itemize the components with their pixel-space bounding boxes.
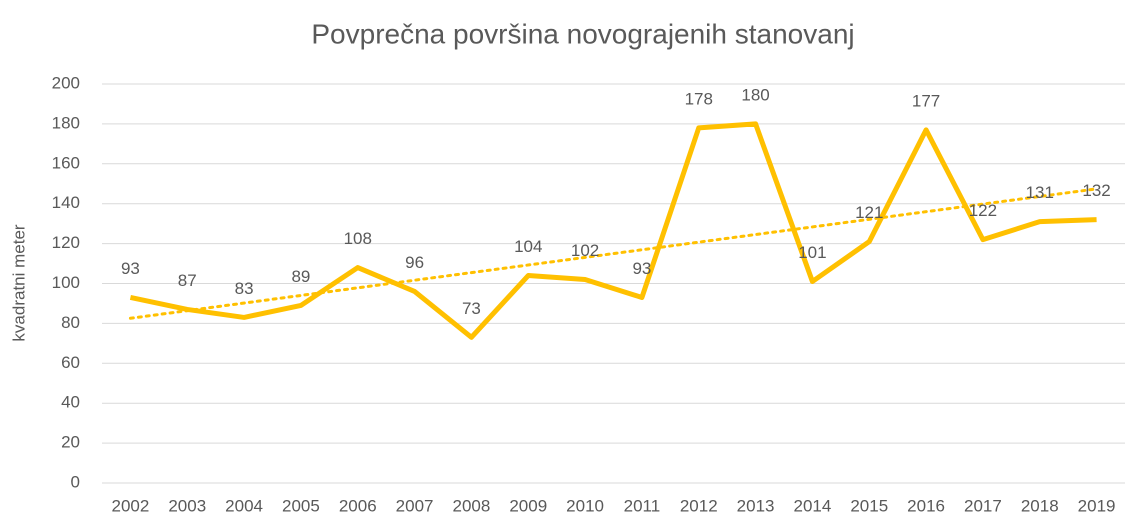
x-tick-label: 2016 <box>907 496 945 515</box>
x-tick-label: 2006 <box>339 496 377 515</box>
x-tick-label: 2004 <box>225 496 263 515</box>
data-label: 102 <box>571 241 599 260</box>
y-tick-label: 80 <box>61 313 80 332</box>
data-label: 108 <box>344 229 372 248</box>
data-label: 180 <box>741 85 769 104</box>
data-label: 83 <box>235 279 254 298</box>
x-tick-label: 2005 <box>282 496 320 515</box>
data-label: 178 <box>685 89 713 108</box>
x-tick-label: 2002 <box>112 496 150 515</box>
x-tick-label: 2017 <box>964 496 1002 515</box>
x-tick-label: 2013 <box>737 496 775 515</box>
x-tick-label: 2003 <box>168 496 206 515</box>
x-tick-label: 2009 <box>509 496 547 515</box>
y-tick-label: 20 <box>61 433 80 452</box>
y-tick-label: 40 <box>61 393 80 412</box>
x-tick-label: 2008 <box>453 496 491 515</box>
x-tick-label: 2012 <box>680 496 718 515</box>
x-tick-label: 2018 <box>1021 496 1059 515</box>
x-tick-label: 2014 <box>794 496 832 515</box>
x-tick-label: 2019 <box>1078 496 1116 515</box>
data-label: 104 <box>514 237 542 256</box>
chart-title: Povprečna površina novograjenih stanovan… <box>311 18 854 49</box>
data-label: 96 <box>405 253 424 272</box>
x-tick-label: 2015 <box>850 496 888 515</box>
y-axis-label: kvadratni meter <box>9 224 28 341</box>
data-label: 131 <box>1026 183 1054 202</box>
y-tick-label: 120 <box>52 233 80 252</box>
data-label: 73 <box>462 299 481 318</box>
data-label: 177 <box>912 91 940 110</box>
data-line <box>129 121 1097 340</box>
y-tick-label: 160 <box>52 153 80 172</box>
data-label: 93 <box>121 259 140 278</box>
data-label: 101 <box>798 243 826 262</box>
y-tick-label: 100 <box>52 273 80 292</box>
trendline <box>128 187 1099 320</box>
data-label: 93 <box>632 259 651 278</box>
x-tick-label: 2007 <box>396 496 434 515</box>
y-tick-label: 60 <box>61 353 80 372</box>
y-tick-label: 200 <box>52 73 80 92</box>
data-label: 122 <box>969 201 997 220</box>
y-tick-label: 140 <box>52 193 80 212</box>
y-tick-label: 0 <box>71 472 80 491</box>
data-label: 87 <box>178 271 197 290</box>
data-label: 121 <box>855 203 883 222</box>
y-tick-label: 180 <box>52 113 80 132</box>
data-label: 89 <box>291 267 310 286</box>
data-label: 132 <box>1082 181 1110 200</box>
x-tick-label: 2011 <box>624 496 661 515</box>
x-tick-label: 2010 <box>566 496 604 515</box>
